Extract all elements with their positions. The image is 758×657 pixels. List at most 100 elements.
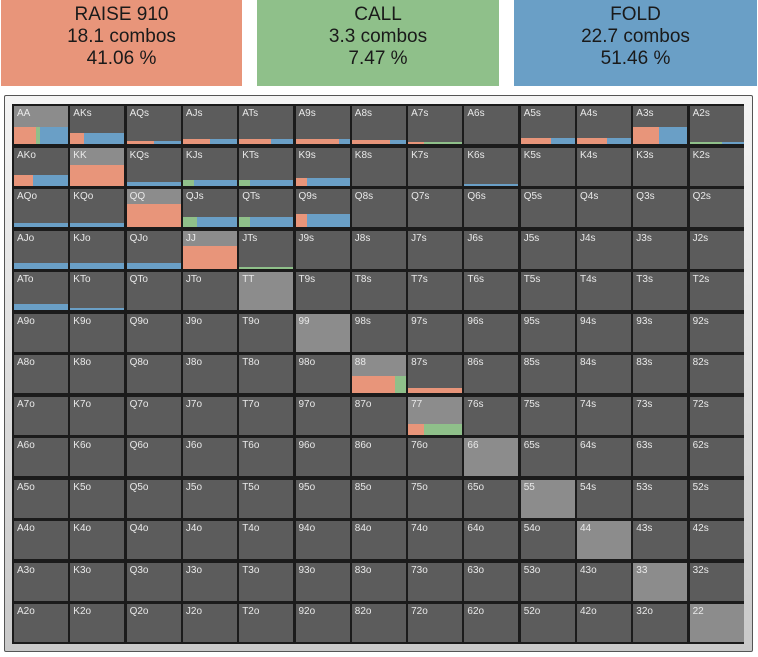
hand-cell-J7s[interactable]: J7s — [408, 230, 463, 269]
hand-cell-A9s[interactable]: A9s — [295, 106, 350, 144]
hand-cell-J3s[interactable]: J3s — [633, 230, 688, 269]
hand-cell-74s[interactable]: 74s — [577, 396, 631, 435]
hand-cell-J4s[interactable]: J4s — [577, 230, 631, 269]
hand-cell-T4s[interactable]: T4s — [577, 272, 631, 310]
hand-cell-A2o[interactable]: A2o — [14, 604, 68, 642]
hand-cell-74o[interactable]: 74o — [408, 521, 463, 559]
hand-cell-KQs[interactable]: KQs — [126, 147, 181, 186]
hand-cell-QTs[interactable]: QTs — [239, 189, 294, 227]
hand-cell-JTo[interactable]: JTo — [182, 272, 237, 310]
hand-cell-T6s[interactable]: T6s — [464, 272, 519, 310]
hand-cell-96s[interactable]: 96s — [464, 313, 519, 352]
hand-cell-T4o[interactable]: T4o — [239, 521, 294, 559]
hand-cell-54s[interactable]: 54s — [577, 479, 631, 518]
hand-cell-J7o[interactable]: J7o — [182, 396, 237, 435]
hand-cell-73s[interactable]: 73s — [633, 396, 688, 435]
hand-cell-97s[interactable]: 97s — [408, 313, 463, 352]
hand-cell-A4s[interactable]: A4s — [577, 106, 631, 144]
hand-cell-53s[interactable]: 53s — [633, 479, 688, 518]
hand-cell-A8s[interactable]: A8s — [351, 106, 406, 144]
hand-cell-K6o[interactable]: K6o — [70, 438, 125, 476]
hand-cell-72s[interactable]: 72s — [689, 396, 744, 435]
hand-cell-85o[interactable]: 85o — [351, 479, 406, 518]
hand-cell-A8o[interactable]: A8o — [14, 355, 68, 393]
hand-cell-JTs[interactable]: JTs — [239, 230, 294, 269]
hand-cell-85s[interactable]: 85s — [520, 355, 575, 393]
hand-cell-87s[interactable]: 87s — [408, 355, 463, 393]
hand-cell-55[interactable]: 55 — [520, 479, 575, 518]
hand-cell-J6o[interactable]: J6o — [182, 438, 237, 476]
hand-cell-93o[interactable]: 93o — [295, 562, 350, 601]
hand-cell-32o[interactable]: 32o — [633, 604, 688, 642]
hand-cell-73o[interactable]: 73o — [408, 562, 463, 601]
hand-cell-22[interactable]: 22 — [689, 604, 744, 642]
hand-cell-62s[interactable]: 62s — [689, 438, 744, 476]
hand-cell-43o[interactable]: 43o — [577, 562, 631, 601]
hand-cell-K3s[interactable]: K3s — [633, 147, 688, 186]
hand-cell-84s[interactable]: 84s — [577, 355, 631, 393]
hand-cell-T8s[interactable]: T8s — [351, 272, 406, 310]
hand-cell-J3o[interactable]: J3o — [182, 562, 237, 601]
hand-cell-ATs[interactable]: ATs — [239, 106, 294, 144]
hand-cell-63o[interactable]: 63o — [464, 562, 519, 601]
hand-cell-77[interactable]: 77 — [408, 396, 463, 435]
hand-cell-86o[interactable]: 86o — [351, 438, 406, 476]
hand-cell-J4o[interactable]: J4o — [182, 521, 237, 559]
hand-cell-K9o[interactable]: K9o — [70, 313, 125, 352]
hand-cell-Q6s[interactable]: Q6s — [464, 189, 519, 227]
hand-cell-A7o[interactable]: A7o — [14, 396, 68, 435]
hand-cell-A7s[interactable]: A7s — [408, 106, 463, 144]
hand-cell-82o[interactable]: 82o — [351, 604, 406, 642]
hand-cell-43s[interactable]: 43s — [633, 521, 688, 559]
hand-cell-A5s[interactable]: A5s — [520, 106, 575, 144]
hand-cell-T2s[interactable]: T2s — [689, 272, 744, 310]
hand-cell-A3s[interactable]: A3s — [633, 106, 688, 144]
hand-cell-KK[interactable]: KK — [70, 147, 125, 186]
hand-cell-54o[interactable]: 54o — [520, 521, 575, 559]
hand-cell-T7s[interactable]: T7s — [408, 272, 463, 310]
hand-cell-Q7o[interactable]: Q7o — [126, 396, 181, 435]
hand-cell-83o[interactable]: 83o — [351, 562, 406, 601]
hand-cell-KTs[interactable]: KTs — [239, 147, 294, 186]
hand-cell-Q9o[interactable]: Q9o — [126, 313, 181, 352]
hand-cell-QQ[interactable]: QQ — [126, 189, 181, 227]
hand-cell-T3o[interactable]: T3o — [239, 562, 294, 601]
hand-cell-88[interactable]: 88 — [351, 355, 406, 393]
hand-cell-Q3s[interactable]: Q3s — [633, 189, 688, 227]
hand-cell-44[interactable]: 44 — [577, 521, 631, 559]
hand-cell-Q6o[interactable]: Q6o — [126, 438, 181, 476]
hand-cell-94o[interactable]: 94o — [295, 521, 350, 559]
hand-cell-95o[interactable]: 95o — [295, 479, 350, 518]
hand-cell-KJs[interactable]: KJs — [182, 147, 237, 186]
hand-cell-A9o[interactable]: A9o — [14, 313, 68, 352]
hand-cell-A3o[interactable]: A3o — [14, 562, 68, 601]
hand-cell-AJs[interactable]: AJs — [182, 106, 237, 144]
hand-cell-Q5o[interactable]: Q5o — [126, 479, 181, 518]
hand-cell-76s[interactable]: 76s — [464, 396, 519, 435]
hand-cell-J9s[interactable]: J9s — [295, 230, 350, 269]
hand-cell-J2o[interactable]: J2o — [182, 604, 237, 642]
hand-cell-95s[interactable]: 95s — [520, 313, 575, 352]
hand-cell-KQo[interactable]: KQo — [70, 189, 125, 227]
hand-cell-K9s[interactable]: K9s — [295, 147, 350, 186]
hand-cell-A6o[interactable]: A6o — [14, 438, 68, 476]
hand-cell-33[interactable]: 33 — [633, 562, 688, 601]
hand-cell-A4o[interactable]: A4o — [14, 521, 68, 559]
hand-cell-T5s[interactable]: T5s — [520, 272, 575, 310]
hand-cell-Q8o[interactable]: Q8o — [126, 355, 181, 393]
hand-cell-ATo[interactable]: ATo — [14, 272, 68, 310]
hand-cell-52s[interactable]: 52s — [689, 479, 744, 518]
hand-cell-72o[interactable]: 72o — [408, 604, 463, 642]
hand-cell-98s[interactable]: 98s — [351, 313, 406, 352]
hand-cell-KJo[interactable]: KJo — [70, 230, 125, 269]
hand-cell-Q3o[interactable]: Q3o — [126, 562, 181, 601]
hand-cell-AA[interactable]: AA — [14, 106, 68, 144]
hand-cell-64o[interactable]: 64o — [464, 521, 519, 559]
hand-cell-Q2o[interactable]: Q2o — [126, 604, 181, 642]
hand-cell-Q5s[interactable]: Q5s — [520, 189, 575, 227]
hand-cell-Q2s[interactable]: Q2s — [689, 189, 744, 227]
hand-cell-Q4o[interactable]: Q4o — [126, 521, 181, 559]
hand-cell-TT[interactable]: TT — [239, 272, 294, 310]
hand-cell-52o[interactable]: 52o — [520, 604, 575, 642]
hand-cell-A2s[interactable]: A2s — [689, 106, 744, 144]
